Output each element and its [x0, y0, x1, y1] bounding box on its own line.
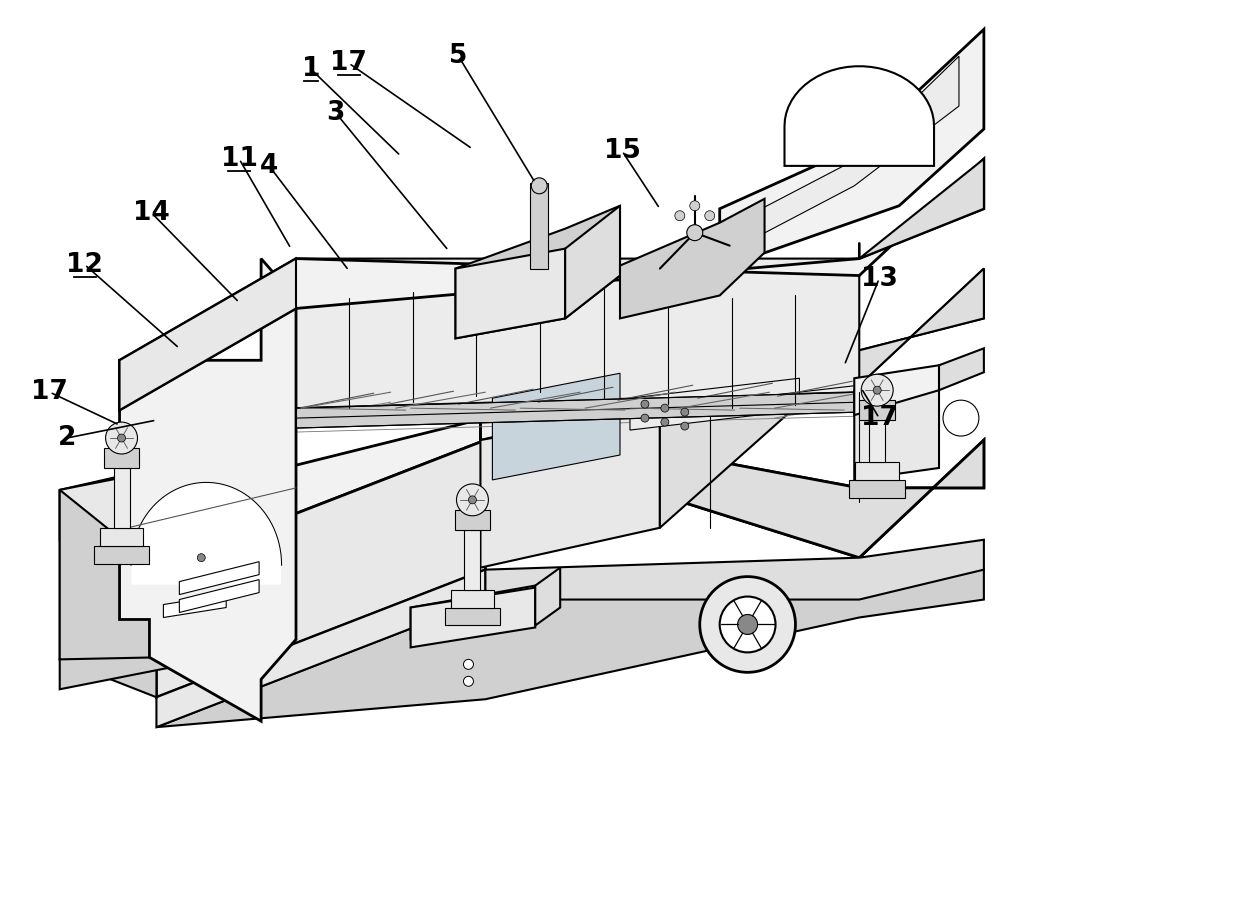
Circle shape — [197, 554, 206, 562]
Polygon shape — [60, 490, 156, 698]
Polygon shape — [856, 462, 899, 480]
Polygon shape — [119, 159, 983, 410]
Polygon shape — [455, 510, 490, 530]
Polygon shape — [180, 562, 259, 594]
Text: 1: 1 — [301, 56, 320, 82]
Polygon shape — [99, 528, 144, 545]
Circle shape — [531, 178, 547, 194]
Polygon shape — [485, 540, 983, 600]
Circle shape — [738, 614, 758, 634]
Polygon shape — [480, 268, 983, 440]
Polygon shape — [492, 373, 620, 480]
Polygon shape — [620, 198, 765, 318]
Circle shape — [105, 422, 138, 454]
Polygon shape — [119, 258, 296, 721]
Polygon shape — [734, 56, 959, 248]
Text: 3: 3 — [326, 100, 345, 126]
Circle shape — [469, 496, 476, 504]
Circle shape — [687, 225, 703, 241]
Polygon shape — [156, 570, 983, 728]
Text: 14: 14 — [133, 199, 170, 226]
Polygon shape — [60, 462, 201, 660]
Polygon shape — [565, 206, 620, 318]
Circle shape — [675, 211, 684, 221]
Polygon shape — [60, 610, 201, 689]
Text: 17: 17 — [861, 405, 898, 431]
Polygon shape — [455, 248, 565, 338]
Polygon shape — [785, 66, 934, 166]
Polygon shape — [719, 29, 983, 268]
Polygon shape — [660, 268, 983, 528]
Circle shape — [689, 201, 699, 211]
Polygon shape — [859, 400, 895, 420]
Polygon shape — [536, 568, 560, 625]
Circle shape — [719, 596, 775, 652]
Text: 17: 17 — [31, 380, 68, 405]
Circle shape — [118, 434, 125, 442]
Polygon shape — [444, 608, 501, 625]
Polygon shape — [93, 545, 150, 564]
Polygon shape — [156, 418, 983, 568]
Text: 13: 13 — [861, 265, 898, 292]
Circle shape — [661, 418, 668, 426]
Polygon shape — [60, 410, 201, 540]
Polygon shape — [531, 183, 548, 268]
Circle shape — [456, 484, 489, 516]
Circle shape — [873, 386, 882, 394]
Text: 17: 17 — [330, 50, 367, 76]
Polygon shape — [410, 588, 536, 648]
Polygon shape — [156, 570, 485, 728]
Text: 12: 12 — [66, 252, 103, 277]
Polygon shape — [465, 530, 480, 590]
Polygon shape — [630, 378, 800, 430]
Text: 5: 5 — [449, 43, 467, 69]
Circle shape — [464, 660, 474, 670]
Polygon shape — [410, 585, 536, 640]
Polygon shape — [104, 448, 139, 468]
Circle shape — [704, 211, 714, 221]
Polygon shape — [455, 206, 620, 338]
Circle shape — [641, 414, 649, 422]
Circle shape — [942, 400, 978, 436]
Text: 4: 4 — [260, 153, 278, 178]
Circle shape — [862, 374, 893, 406]
Circle shape — [681, 422, 688, 430]
Circle shape — [681, 408, 688, 416]
Polygon shape — [296, 392, 859, 428]
Polygon shape — [485, 418, 983, 558]
Polygon shape — [164, 594, 226, 618]
Polygon shape — [859, 159, 983, 258]
Polygon shape — [131, 483, 281, 584]
Polygon shape — [450, 590, 495, 608]
Text: 15: 15 — [604, 138, 640, 164]
Text: 11: 11 — [221, 146, 258, 172]
Circle shape — [661, 404, 668, 412]
Polygon shape — [854, 365, 939, 415]
Polygon shape — [939, 348, 983, 390]
Polygon shape — [854, 378, 939, 480]
Circle shape — [641, 400, 649, 408]
Polygon shape — [869, 420, 885, 462]
Polygon shape — [180, 580, 259, 612]
Polygon shape — [119, 258, 296, 410]
Circle shape — [464, 676, 474, 686]
Polygon shape — [480, 368, 660, 568]
Circle shape — [699, 576, 796, 672]
Polygon shape — [849, 480, 905, 498]
Polygon shape — [114, 468, 129, 528]
Text: 2: 2 — [57, 425, 76, 451]
Polygon shape — [156, 440, 485, 698]
Polygon shape — [296, 243, 859, 408]
